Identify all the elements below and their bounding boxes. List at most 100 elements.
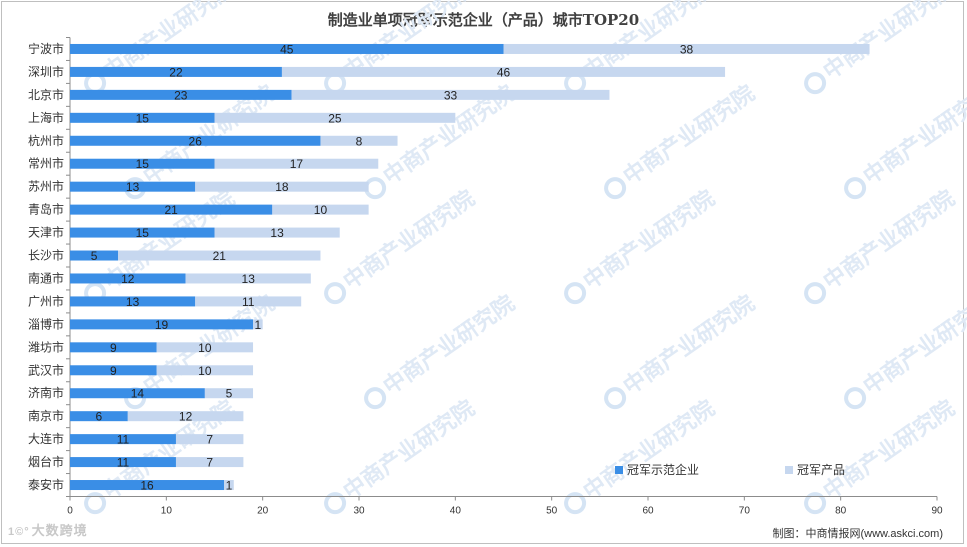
data-label-product: 7 xyxy=(206,456,213,470)
data-label-product: 25 xyxy=(328,111,342,125)
bar-enterprise xyxy=(70,181,196,192)
watermark-logo-icon xyxy=(564,492,587,515)
brand-logo-text: 大数跨境 xyxy=(31,523,88,538)
data-label-product: 7 xyxy=(206,433,213,447)
data-label-enterprise: 22 xyxy=(169,65,183,79)
x-tick-label: 70 xyxy=(739,506,751,517)
y-tick-label: 深圳市 xyxy=(28,64,64,79)
x-tick-label: 90 xyxy=(931,506,943,517)
x-tick-label: 80 xyxy=(835,506,847,517)
x-tick-label: 30 xyxy=(353,506,365,517)
bar-enterprise xyxy=(70,273,186,284)
watermark-logo-icon xyxy=(844,387,867,410)
data-label-product: 13 xyxy=(270,226,284,240)
y-tick-label: 大连市 xyxy=(28,431,64,446)
watermark-text: 中商产业研究院 xyxy=(619,290,760,399)
y-tick-label: 济南市 xyxy=(28,385,64,400)
watermark: 中商产业研究院 xyxy=(844,80,967,200)
watermark: 中商产业研究院 xyxy=(364,290,520,410)
watermark-logo-icon xyxy=(844,177,867,200)
bar-enterprise xyxy=(70,66,282,77)
watermark-text: 中商产业研究院 xyxy=(819,395,960,504)
watermark-text: 中商产业研究院 xyxy=(819,185,960,294)
data-label-product: 21 xyxy=(213,249,227,263)
y-tick-label: 武汉市 xyxy=(28,362,64,377)
y-tick-label: 天津市 xyxy=(28,225,64,240)
bar-enterprise xyxy=(70,158,215,169)
bar-product xyxy=(156,342,254,353)
bar-product xyxy=(175,457,244,468)
y-tick-label: 泰安市 xyxy=(28,477,64,492)
bar-product xyxy=(320,135,398,146)
data-label-product: 38 xyxy=(680,42,694,56)
data-label-product: 18 xyxy=(275,180,289,194)
bar-enterprise xyxy=(70,227,215,238)
watermark-text: 中商产业研究院 xyxy=(819,0,960,84)
watermark-logo-icon xyxy=(84,492,107,515)
bar-enterprise xyxy=(70,480,225,491)
watermark-logo-icon xyxy=(804,492,827,515)
data-label-enterprise: 23 xyxy=(174,88,188,102)
y-tick-label: 杭州市 xyxy=(28,133,64,148)
data-label-enterprise: 19 xyxy=(155,318,169,332)
bar-enterprise xyxy=(70,89,292,100)
data-label-enterprise: 12 xyxy=(121,272,135,286)
bar-product xyxy=(272,204,369,215)
watermark-logo-icon xyxy=(324,282,347,305)
bar-product xyxy=(175,434,244,445)
watermark-logo-icon xyxy=(604,177,627,200)
data-label-product: 46 xyxy=(497,65,511,79)
data-label-enterprise: 26 xyxy=(189,134,203,148)
data-label-enterprise: 21 xyxy=(164,203,178,217)
data-label-enterprise: 9 xyxy=(110,341,117,355)
bar-enterprise xyxy=(70,457,176,468)
watermark-text: 中商产业研究院 xyxy=(859,290,967,399)
chart-credit: 制图：中商情报网(www.askci.com) xyxy=(772,528,943,540)
data-label-product: 10 xyxy=(198,341,212,355)
y-tick-label: 青岛市 xyxy=(28,202,64,217)
legend-swatch-product xyxy=(785,466,793,474)
data-label-enterprise: 15 xyxy=(136,111,150,125)
bar-product xyxy=(185,273,311,284)
watermark: 中商产业研究院 xyxy=(564,395,719,515)
data-label-enterprise: 45 xyxy=(280,42,294,56)
bar-product xyxy=(214,158,379,169)
bar-enterprise xyxy=(70,319,254,330)
x-tick-label: 50 xyxy=(546,506,558,517)
bar-product xyxy=(156,365,254,376)
x-tick-label: 0 xyxy=(67,506,73,517)
bar-enterprise xyxy=(70,388,205,399)
y-tick-label: 长沙市 xyxy=(28,248,64,263)
y-tick-label: 南通市 xyxy=(28,270,64,285)
bar-product xyxy=(195,296,302,307)
bar-product xyxy=(118,250,321,261)
bar-product xyxy=(127,411,244,422)
data-label-enterprise: 15 xyxy=(136,226,150,240)
y-tick-label: 宁波市 xyxy=(28,41,64,56)
data-label-product: 1 xyxy=(255,318,262,332)
y-tick-label: 潍坊市 xyxy=(28,339,64,354)
y-tick-label: 北京市 xyxy=(28,87,64,102)
data-label-enterprise: 6 xyxy=(96,410,103,424)
bar-enterprise xyxy=(70,411,128,422)
data-label-enterprise: 14 xyxy=(131,387,145,401)
data-label-product: 11 xyxy=(242,295,255,309)
watermark: 中商产业研究院 xyxy=(844,290,967,410)
data-label-enterprise: 9 xyxy=(110,364,117,378)
bar-enterprise xyxy=(70,43,504,54)
data-label-product: 5 xyxy=(226,387,233,401)
data-label-product: 10 xyxy=(314,203,328,217)
bar-product xyxy=(291,89,610,100)
bar-enterprise xyxy=(70,342,157,353)
watermark: 中商产业研究院 xyxy=(84,185,239,305)
watermark: 中商产业研究院 xyxy=(564,185,719,305)
bar-product xyxy=(214,227,340,238)
watermark-text: 中商产业研究院 xyxy=(379,290,520,399)
watermark-logo-icon xyxy=(604,387,627,410)
data-label-enterprise: 13 xyxy=(126,180,140,194)
data-label-enterprise: 11 xyxy=(117,456,130,470)
x-tick-label: 10 xyxy=(161,506,173,517)
bar-product xyxy=(224,480,234,491)
y-tick-label: 烟台市 xyxy=(28,454,64,469)
